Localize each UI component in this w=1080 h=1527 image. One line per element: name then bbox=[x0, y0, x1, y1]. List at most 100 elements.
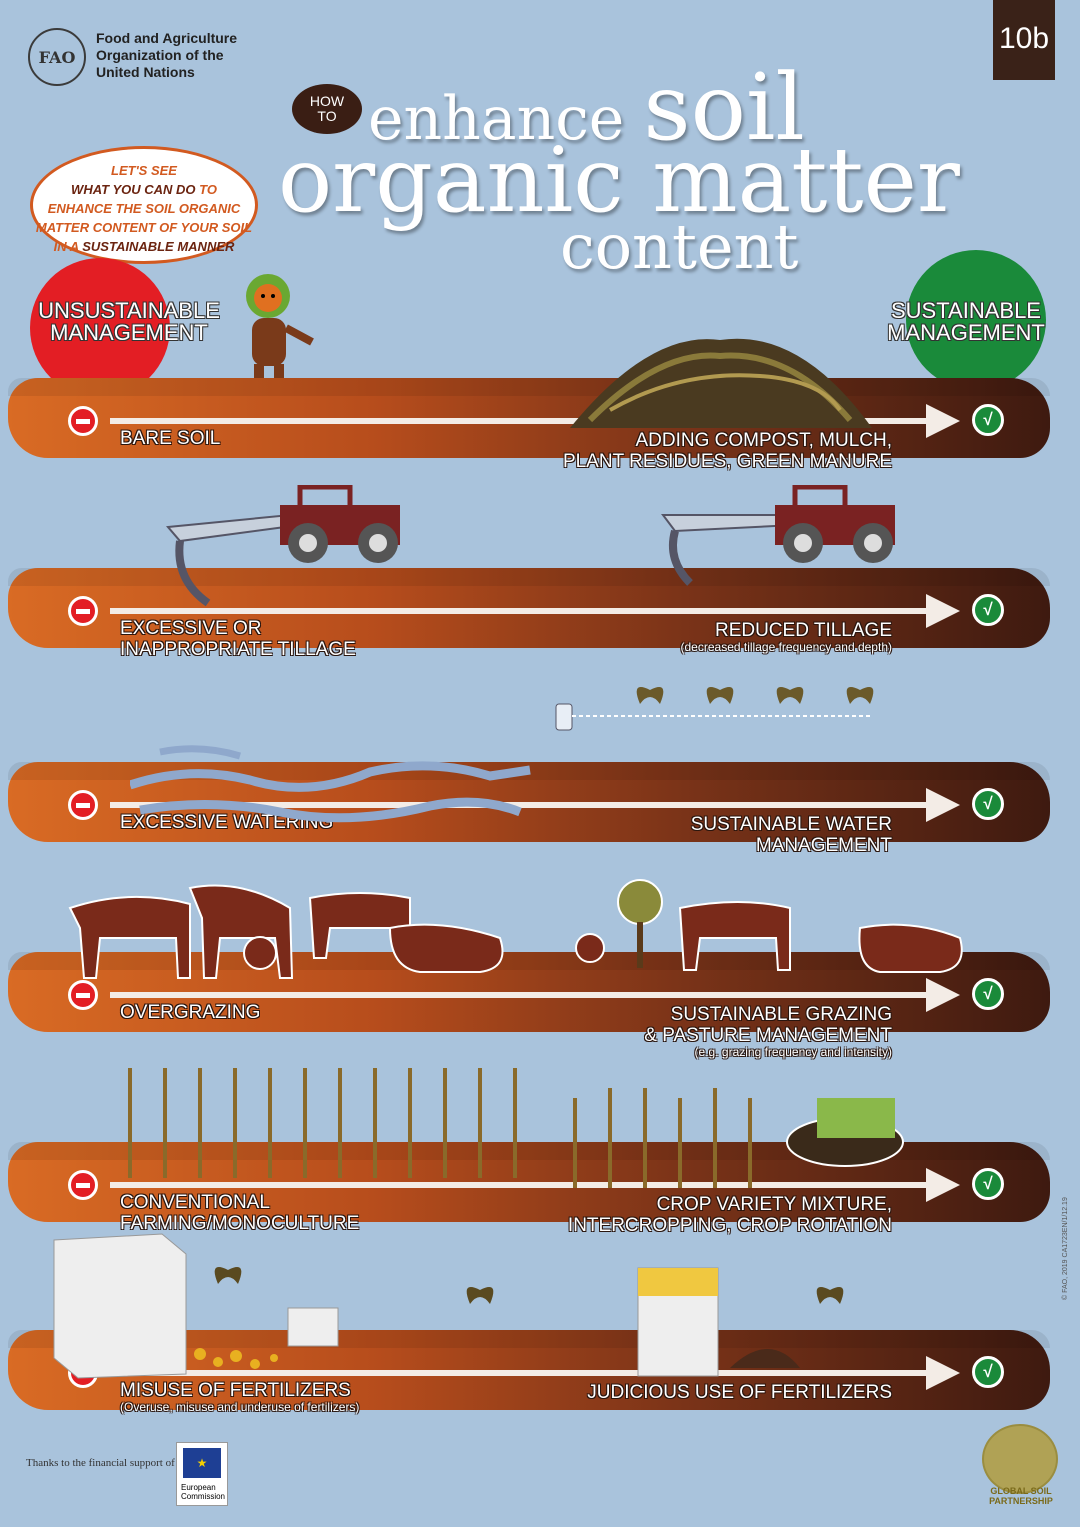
sustainable-good-sub: (decreased tillage frequency and depth) bbox=[680, 640, 892, 654]
unsustainable-line2: MANAGEMENT bbox=[50, 320, 208, 345]
sustainable-good-line1: REDUCED TILLAGE bbox=[714, 620, 892, 641]
sustainable-check-icon: √ bbox=[972, 978, 1004, 1010]
gsp-line2: PARTNERSHIP bbox=[989, 1496, 1053, 1506]
overgrazing-livestock-icon bbox=[68, 884, 504, 979]
global-soil-partnership-logo bbox=[982, 1424, 1058, 1494]
eu-flag-icon: ★ bbox=[183, 1448, 221, 1478]
unsustainable-practice-label-row-6: MISUSE OF FERTILIZERS (Overuse, misuse an… bbox=[120, 1380, 359, 1414]
unsustainable-line1: UNSUSTAINABLE bbox=[38, 298, 220, 323]
org-name-line1: Food and Agriculture bbox=[96, 30, 238, 46]
copyright-note: © FAO, 2019 CA1723EN/1/12.19 bbox=[1062, 1197, 1069, 1300]
title-soil: soil bbox=[643, 54, 805, 161]
bubble-text-7: SUSTAINABLE MANNER bbox=[82, 239, 235, 254]
how-to-badge: HOW TO bbox=[292, 84, 362, 134]
unsustainable-minus-icon bbox=[68, 790, 98, 820]
sustainable-good-line2: & PASTURE MANAGEMENT bbox=[644, 1025, 892, 1046]
unsustainable-minus-icon bbox=[68, 596, 98, 626]
reduced-tillage-tractor-icon bbox=[661, 485, 895, 586]
eu-line2: Commission bbox=[181, 1492, 226, 1501]
progress-arrow-row-4 bbox=[110, 978, 960, 1012]
progress-arrow-row-5 bbox=[110, 1168, 960, 1202]
unsustainable-circle bbox=[30, 258, 170, 398]
judicious-fertilizer-icon bbox=[466, 1267, 844, 1377]
unsustainable-bad-line1: EXCESSIVE OR bbox=[120, 618, 262, 639]
gsp-text: GLOBAL SOIL PARTNERSHIP bbox=[972, 1486, 1070, 1506]
sustainable-grazing-livestock-icon bbox=[575, 879, 963, 973]
sustainable-good-line1: SUSTAINABLE WATER bbox=[690, 814, 892, 835]
bubble-text-2: WHAT YOU CAN DO bbox=[71, 182, 196, 197]
unsustainable-minus-icon bbox=[68, 406, 98, 436]
unsustainable-bad-line2: FARMING/MONOCULTURE bbox=[120, 1213, 360, 1234]
sustainable-good-line1: SUSTAINABLE GRAZING bbox=[670, 1004, 892, 1025]
title-line3: content bbox=[560, 210, 799, 283]
unsustainable-bad-line1: BARE SOIL bbox=[120, 428, 221, 449]
bubble-text-4: ENHANCE THE SOIL ORGANIC bbox=[47, 201, 241, 216]
tractor-plough-icon bbox=[165, 485, 400, 607]
sustainable-good-line1: JUDICIOUS USE OF FERTILIZERS bbox=[587, 1382, 892, 1403]
sustainable-practice-label-row-5: CROP VARIETY MIXTURE, INTERCROPPING, CROP… bbox=[568, 1194, 892, 1236]
sustainable-good-line1: CROP VARIETY MIXTURE, bbox=[656, 1194, 892, 1215]
sustainable-check-icon: √ bbox=[972, 404, 1004, 436]
sustainable-good-sub: (e.g. grazing frequency and intensity) bbox=[694, 1045, 892, 1059]
title-line2: organic matter bbox=[278, 128, 960, 233]
org-name: Food and Agriculture Organization of the… bbox=[96, 30, 276, 81]
sustainable-practice-label-row-1: ADDING COMPOST, MULCH, PLANT RESIDUES, GR… bbox=[563, 430, 892, 472]
fao-logo-text: FAO bbox=[38, 47, 76, 67]
unsustainable-practice-label-row-2: EXCESSIVE OR INAPPROPRIATE TILLAGE bbox=[120, 618, 356, 660]
unsustainable-bad-line1: CONVENTIONAL bbox=[120, 1192, 270, 1213]
sustainable-good-line1: ADDING COMPOST, MULCH, bbox=[635, 430, 892, 451]
sustainable-good-line2: MANAGEMENT bbox=[755, 835, 892, 856]
unsustainable-minus-icon bbox=[68, 1170, 98, 1200]
financial-support-text: Thanks to the financial support of bbox=[26, 1457, 175, 1469]
sustainable-check-icon: √ bbox=[972, 594, 1004, 626]
sustainable-line1: SUSTAINABLE bbox=[891, 298, 1041, 323]
drip-irrigation-plants-icon bbox=[555, 687, 874, 750]
sustainable-practice-label-row-3: SUSTAINABLE WATER MANAGEMENT bbox=[691, 814, 892, 856]
sustainable-practice-label-row-4: SUSTAINABLE GRAZING & PASTURE MANAGEMENT(… bbox=[644, 1004, 892, 1059]
speech-bubble: LET'S SEE WHAT YOU CAN DO TO ENHANCE THE… bbox=[30, 146, 258, 264]
badge-text: 10b bbox=[998, 22, 1050, 55]
fao-logo: FAO bbox=[28, 28, 86, 86]
gsp-line1: GLOBAL SOIL bbox=[990, 1486, 1052, 1496]
crop-rotation-mix-icon bbox=[573, 1088, 904, 1188]
progress-arrow-row-3 bbox=[110, 788, 960, 822]
sustainable-practice-label-row-2: REDUCED TILLAGE (decreased tillage freque… bbox=[681, 620, 892, 654]
unsustainable-bad-sub: (Overuse, misuse and underuse of fertili… bbox=[120, 1400, 360, 1414]
sustainable-good-line2: PLANT RESIDUES, GREEN MANURE bbox=[562, 451, 892, 472]
org-name-line2: Organization of the bbox=[96, 47, 224, 63]
sustainable-good-line2: INTERCROPPING, CROP ROTATION bbox=[567, 1215, 892, 1236]
unsustainable-practice-label-row-3: EXCESSIVE WATERING bbox=[120, 812, 333, 833]
unsustainable-practice-label-row-1: BARE SOIL bbox=[120, 428, 220, 449]
fertilizer-bag-spill-icon bbox=[53, 1233, 339, 1379]
how-line1: HOW bbox=[309, 93, 345, 109]
bubble-text-5: MATTER CONTENT OF YOUR SOIL bbox=[35, 220, 253, 235]
sustainable-circle bbox=[906, 250, 1046, 390]
title-enhance: enhance bbox=[368, 84, 644, 154]
sustainable-label: SUSTAINABLE MANAGEMENT bbox=[866, 300, 1066, 344]
soil-doctor-character-icon bbox=[246, 274, 314, 404]
european-commission-logo: ★ European Commission bbox=[176, 1442, 228, 1506]
sustainable-check-icon: √ bbox=[972, 1356, 1004, 1388]
bubble-text-1: LET'S SEE bbox=[111, 163, 177, 178]
bubble-text-3: TO bbox=[195, 182, 217, 197]
sustainable-check-icon: √ bbox=[972, 1168, 1004, 1200]
unsustainable-practice-label-row-5: CONVENTIONAL FARMING/MONOCULTURE bbox=[120, 1192, 359, 1234]
unsustainable-bad-line1: EXCESSIVE WATERING bbox=[120, 812, 334, 833]
sustainable-check-icon: √ bbox=[972, 788, 1004, 820]
unsustainable-bad-line1: OVERGRAZING bbox=[120, 1002, 261, 1023]
how-line2: TO bbox=[317, 108, 337, 124]
unsustainable-bad-line2: INAPPROPRIATE TILLAGE bbox=[120, 639, 356, 660]
bubble-text-6: IN A bbox=[53, 239, 83, 254]
unsustainable-label: UNSUSTAINABLE MANAGEMENT bbox=[24, 300, 234, 344]
sheet-number-badge: 10b bbox=[993, 0, 1055, 80]
eu-line1: European bbox=[181, 1483, 216, 1492]
unsustainable-minus-icon bbox=[68, 980, 98, 1010]
unsustainable-practice-label-row-4: OVERGRAZING bbox=[120, 1002, 260, 1023]
sustainable-practice-label-row-6: JUDICIOUS USE OF FERTILIZERS bbox=[587, 1382, 892, 1403]
monoculture-maize-icon bbox=[128, 1068, 517, 1178]
progress-arrow-row-6 bbox=[110, 1356, 960, 1390]
sustainable-line2: MANAGEMENT bbox=[887, 320, 1045, 345]
progress-arrow-row-1 bbox=[110, 404, 960, 438]
unsustainable-bad-line1: MISUSE OF FERTILIZERS bbox=[120, 1380, 351, 1401]
progress-arrow-row-2 bbox=[110, 594, 960, 628]
